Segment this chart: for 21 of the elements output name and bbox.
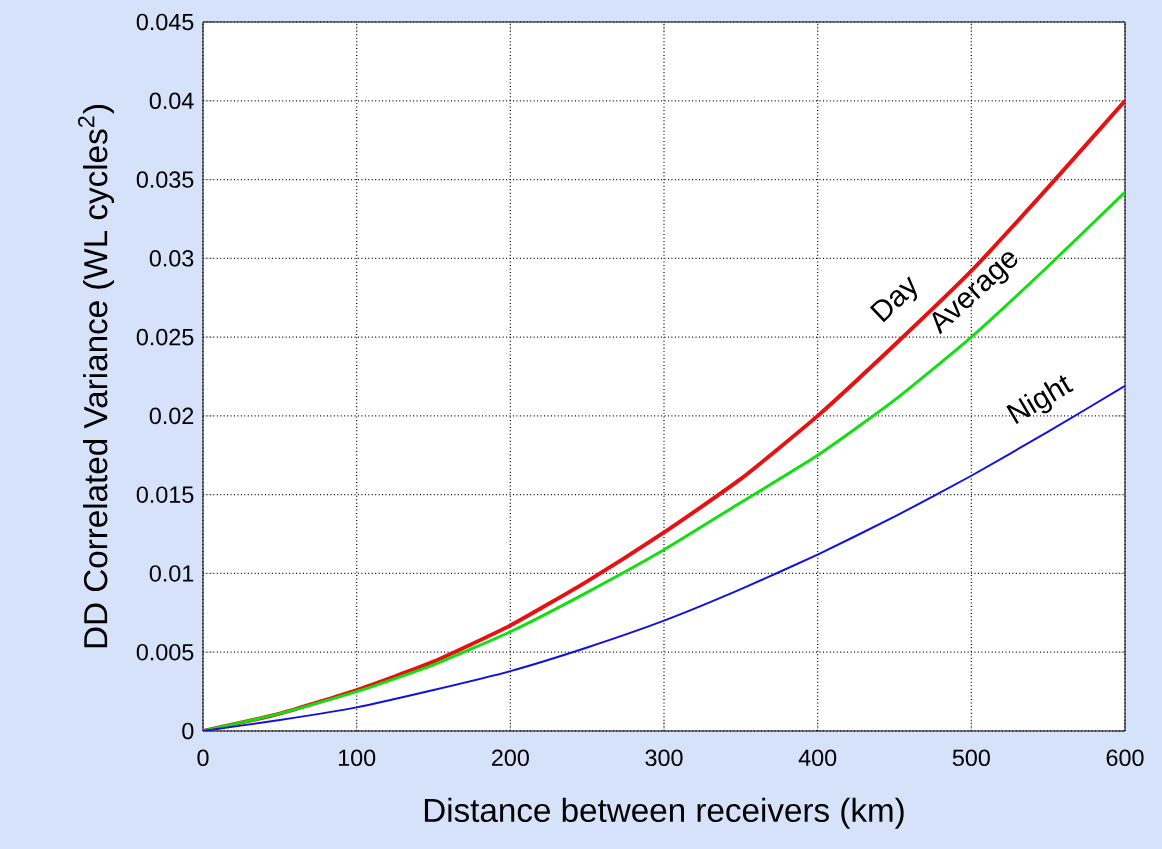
- text: Day: [869, 276, 918, 323]
- x-tick-label: 300: [645, 749, 683, 767]
- y-tick-label: 0.025: [136, 328, 194, 346]
- y-tick-label: 0.005: [136, 643, 194, 661]
- y-tick-label: 0.01: [149, 565, 194, 582]
- y-tick-label: 0.045: [136, 13, 194, 31]
- x-tick-label: 400: [798, 749, 837, 767]
- text: Night: [1006, 375, 1074, 424]
- x-tick-label: 0: [197, 749, 209, 767]
- y-tick-label: 0.02: [149, 407, 194, 425]
- x-tick-label: 600: [1106, 749, 1144, 767]
- y-tick-label: 0: [182, 722, 194, 740]
- y-tick-label: 0.03: [149, 250, 194, 267]
- y-tick-label: 0.04: [149, 92, 194, 110]
- x-tick-label: 100: [338, 749, 376, 767]
- x-tick-label: 500: [952, 749, 990, 767]
- x-tick-label: 200: [492, 749, 529, 767]
- y-tick-label: 0.015: [136, 486, 194, 503]
- x-axis-title: Distance between receivers (km): [424, 797, 904, 829]
- y-axis-title: DD Correlated Variance (WL cycles$^{2}$): [78, 105, 115, 648]
- y-tick-label: 0.035: [136, 171, 194, 188]
